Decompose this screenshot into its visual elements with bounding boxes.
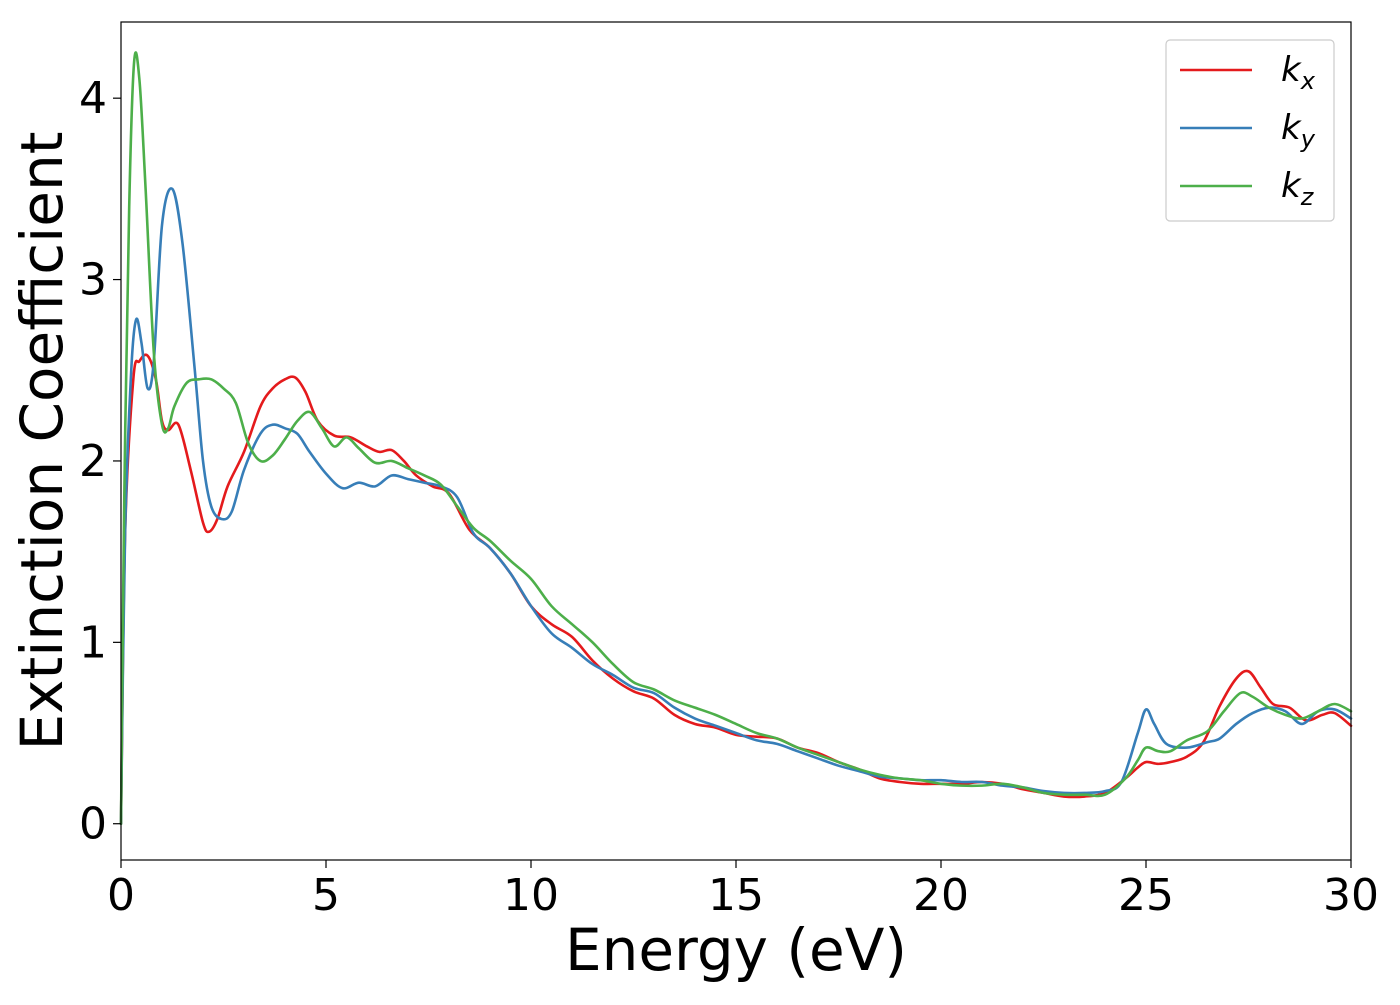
legend-box xyxy=(1165,39,1335,222)
x-tick-label: 30 xyxy=(1323,870,1379,921)
y-tick-label: 1 xyxy=(79,617,107,668)
legend-label-x: kx xyxy=(1281,50,1316,95)
y-axis: 0 1 2 3 4 xyxy=(79,73,121,850)
y-axis-title: Extinction Coefficient xyxy=(8,132,76,751)
legend-label-y: ky xyxy=(1281,108,1316,153)
x-axis-title: Energy (eV) xyxy=(565,916,907,984)
x-tick-label: 25 xyxy=(1118,870,1174,921)
series-line-y xyxy=(119,187,1353,826)
y-tick-label: 0 xyxy=(79,799,107,850)
legend: kx ky kz xyxy=(1165,39,1335,222)
x-tick-label: 5 xyxy=(312,870,340,921)
series-line-z xyxy=(119,51,1353,826)
y-tick-label: 2 xyxy=(79,436,107,487)
x-axis: 0 5 10 15 20 25 30 xyxy=(107,860,1379,921)
series-line-x xyxy=(119,353,1353,826)
x-tick-label: 0 xyxy=(107,870,135,921)
legend-label-z: kz xyxy=(1281,166,1315,211)
x-tick-label: 15 xyxy=(708,870,764,921)
x-tick-label: 20 xyxy=(913,870,969,921)
x-tick-label: 10 xyxy=(503,870,559,921)
y-tick-label: 4 xyxy=(79,73,107,124)
series-layer xyxy=(119,51,1353,826)
y-tick-label: 3 xyxy=(79,255,107,306)
